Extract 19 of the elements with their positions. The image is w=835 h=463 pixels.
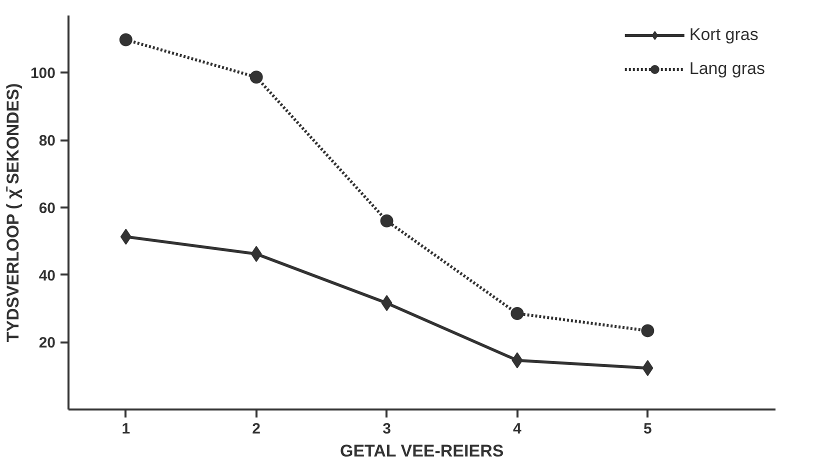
y-tick-label: 60 <box>38 200 56 217</box>
point <box>119 33 132 46</box>
y-tick-label: 40 <box>38 267 56 284</box>
point <box>641 324 654 338</box>
x-tick-label: 4 <box>513 420 522 438</box>
point <box>380 214 394 228</box>
point <box>250 70 263 84</box>
x-tick-label: 3 <box>382 420 391 438</box>
y-tick-label: 20 <box>38 334 56 352</box>
legend-label: Lang gras <box>689 59 765 79</box>
x-tick-label: 1 <box>122 420 130 438</box>
x-axis-title: GETAL VEE-REIERS <box>340 442 504 460</box>
x-tick-label: 5 <box>643 420 652 438</box>
y-tick-label: 80 <box>38 132 56 150</box>
legend-label: Kort gras <box>689 25 758 45</box>
point <box>510 307 524 320</box>
y-tick-label: 100 <box>30 65 56 82</box>
x-tick-label: 2 <box>252 420 261 438</box>
y-axis-title: TYDSVERLOOP ( χ̄ SEKONDES) <box>3 83 22 342</box>
